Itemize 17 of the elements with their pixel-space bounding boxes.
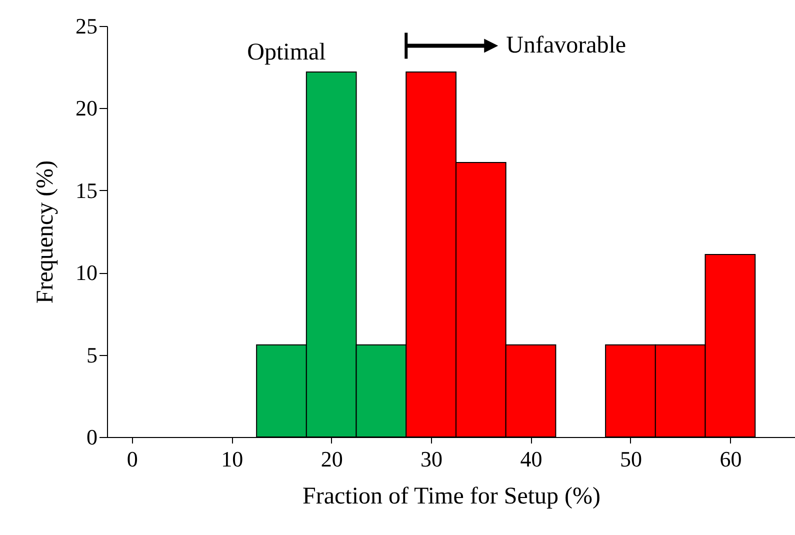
y-tick-label: 20: [76, 96, 98, 121]
y-axis-title: Frequency (%): [32, 160, 58, 304]
x-axis-title: Fraction of Time for Setup (%): [302, 484, 600, 510]
x-tick-label: 60: [720, 446, 742, 472]
y-tick-label: 5: [86, 342, 98, 368]
x-tick-label: 20: [320, 446, 343, 472]
y-tick-label: 0: [86, 424, 98, 450]
x-tick-label: 30: [420, 446, 443, 472]
annotation: Unfavorable: [506, 32, 626, 59]
x-tick-label: 40: [520, 446, 542, 472]
x-tick-label: 50: [620, 446, 642, 472]
y-tick-label: 25: [76, 14, 98, 38]
x-tick-label: 0: [126, 446, 138, 472]
x-tick-label: 10: [221, 446, 244, 472]
y-tick-label: 10: [76, 260, 98, 286]
y-tick-label: 15: [76, 178, 98, 203]
annotation: Optimal: [247, 39, 326, 66]
